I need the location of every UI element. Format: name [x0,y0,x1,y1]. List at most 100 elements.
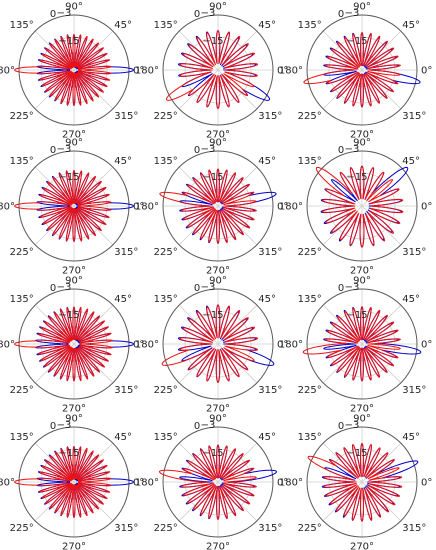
radial-tick-label: −3 [57,282,72,293]
polar-subplot-5: 0° 45° 90° 135° 180° 225° 270° 315° 0 −3 −15 [135,138,288,277]
series-pattern-2 [302,306,401,382]
theta-tick-label: 90° [65,138,83,149]
theta-tick-label: 45° [258,432,276,443]
theta-tick-label: 45° [402,20,420,31]
theta-tick-label: 135° [298,432,322,443]
polar-subplot-11: 0° 45° 90° 135° 180° 225° 270° 315° 0 −3 −15 [135,414,288,550]
theta-tick-label: 315° [114,247,138,258]
theta-tick-label: 90° [209,414,227,425]
theta-tick-label: 225° [10,385,34,396]
theta-tick-label: 315° [402,523,426,534]
theta-tick-label: 270° [206,404,230,415]
theta-tick-label: 270° [350,130,374,141]
polar-frame [162,288,274,400]
theta-tick-label: 225° [298,523,322,534]
radial-tick-label: −15 [58,310,79,321]
radial-tick-label: −15 [202,172,223,183]
theta-tick-label: 0° [421,66,432,77]
polar-subplot-9: 0° 45° 90° 135° 180° 225° 270° 315° 0 −3 −15 [279,276,432,415]
theta-tick-label: 135° [298,294,322,305]
theta-tick-label: 270° [350,404,374,415]
theta-tick-label: 45° [402,432,420,443]
polar-frame [162,426,274,538]
series-pattern-2 [159,444,257,520]
theta-tick-label: 0° [277,66,288,77]
polar-subplot-8: 0° 45° 90° 135° 180° 225° 270° 315° 0 −3 −15 [135,276,288,415]
series-pattern-2 [315,165,404,248]
radial-tick-label: 0 [50,145,56,156]
polar-subplot-10: 0° 45° 90° 135° 180° 225° 270° 315° 0−3 −15 [0,414,144,550]
theta-tick-label: 315° [114,523,138,534]
theta-tick-label: 135° [154,432,178,443]
theta-tick-label: 180° [0,340,15,351]
theta-tick-label: 135° [298,156,322,167]
theta-tick-label: 180° [279,66,303,77]
theta-tick-label: 0° [133,202,144,213]
theta-tick-label: 0° [421,202,432,213]
radial-tick-label: −3 [57,420,72,431]
series-pattern-2 [14,34,112,106]
theta-tick-label: 225° [298,247,322,258]
polar-subplot-3: 0° 45° 90° 135° 180° 225° 270° 315° 0 −3 −15 [279,2,432,141]
radial-tick-label: 0 [194,283,200,294]
theta-tick-label: 225° [10,111,34,122]
theta-tick-label: 90° [209,276,227,287]
theta-tick-label: 225° [154,385,178,396]
polar-frame [306,150,418,262]
radial-tick-label: −15 [346,310,367,321]
theta-tick-label: 0° [133,66,144,77]
theta-tick-label: 135° [10,294,34,305]
theta-tick-label: 225° [154,111,178,122]
radial-tick-label: −3 [57,8,72,19]
theta-tick-label: 180° [135,202,159,213]
radial-tick-label: −15 [58,448,79,459]
theta-tick-label: 135° [10,156,34,167]
radial-tick-label: 0 [50,283,56,294]
theta-tick-label: 135° [154,20,178,31]
theta-tick-label: 270° [350,266,374,277]
radial-tick-label: −15 [202,36,223,47]
radial-tick-label: −15 [346,448,367,459]
theta-tick-label: 90° [65,2,83,13]
radial-tick-label: 0 [338,9,344,20]
theta-tick-label: 315° [258,247,282,258]
polar-subplot-6: 0° 45° 90° 135° 180° 225° 270° 315° 0 −3 −15 [279,138,432,277]
theta-tick-label: 90° [353,276,371,287]
radial-tick-label: −15 [346,36,367,47]
theta-tick-label: 315° [258,111,282,122]
radial-tick-label: 0 [194,145,200,156]
theta-tick-label: 90° [209,2,227,13]
radial-tick-label: 0 [50,9,56,20]
theta-tick-label: 90° [209,138,227,149]
theta-tick-label: 315° [402,111,426,122]
theta-tick-label: 135° [154,294,178,305]
theta-tick-label: 45° [258,156,276,167]
polar-frame [162,14,274,126]
theta-tick-label: 180° [0,202,15,213]
theta-tick-label: 225° [298,385,322,396]
theta-tick-label: 135° [10,20,34,31]
polar-frame [18,14,130,126]
theta-tick-label: 90° [353,414,371,425]
radial-tick-label: −15 [58,172,79,183]
radial-tick-label: 0 [194,421,200,432]
theta-tick-label: 45° [402,294,420,305]
polar-subplot-4: 0° 45° 90° 135° 180° 225° 270° 315° 0−3 −15 [0,138,144,277]
radial-tick-label: −3 [201,8,216,19]
theta-tick-label: 0° [277,340,288,351]
theta-tick-label: 45° [258,294,276,305]
theta-tick-label: 0° [421,340,432,351]
radial-tick-label: −3 [201,144,216,155]
theta-tick-label: 45° [114,20,132,31]
radial-tick-label: −15 [58,36,79,47]
polar-subplot-7: 0° 45° 90° 135° 180° 225° 270° 315° 0−3 −15 [0,276,144,415]
series-pattern-2 [303,32,401,108]
radial-tick-label: −3 [345,8,360,19]
theta-tick-label: 90° [353,138,371,149]
theta-tick-label: 315° [402,247,426,258]
theta-tick-label: 315° [258,385,282,396]
theta-tick-label: 0° [133,478,144,489]
radial-tick-label: −3 [201,282,216,293]
theta-tick-label: 135° [10,432,34,443]
radial-tick-label: −3 [345,282,360,293]
